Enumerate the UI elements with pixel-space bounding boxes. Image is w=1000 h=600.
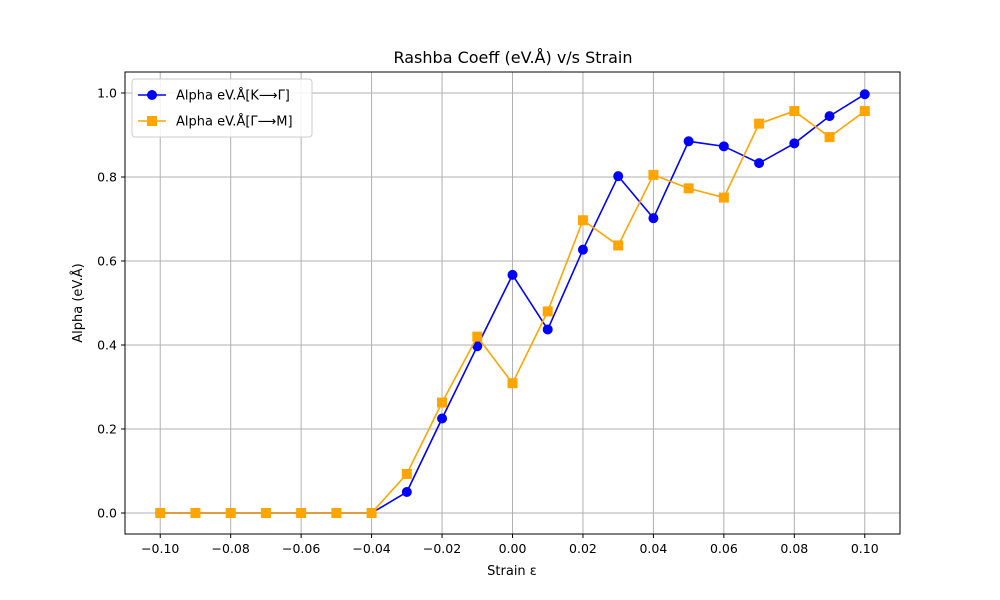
legend: Alpha eV.Å[K⟶Γ] Alpha eV.Å[Γ⟶M] [131, 78, 313, 138]
data-point [190, 508, 201, 518]
x-tick-label: −0.10 [141, 541, 179, 556]
y-tick-label: 0.4 [97, 338, 117, 353]
legend-label: Alpha eV.Å[K⟶Γ] [176, 88, 290, 104]
data-point [331, 508, 342, 518]
legend-marker [147, 90, 157, 100]
data-point [613, 240, 624, 251]
y-tick-label: 0.2 [97, 422, 117, 437]
y-tick-label: 0.8 [97, 170, 117, 185]
x-tick-label: −0.04 [352, 541, 390, 556]
data-point [789, 138, 800, 149]
x-tick-label: 0.00 [499, 541, 527, 556]
data-point [577, 244, 588, 255]
x-tick-label: 0.04 [639, 541, 667, 556]
data-point [366, 508, 377, 518]
data-point [507, 378, 518, 389]
data-point [260, 508, 271, 518]
y-tick-label: 1.0 [97, 86, 117, 101]
data-point [718, 192, 729, 203]
data-point [296, 508, 307, 518]
data-point [401, 487, 412, 497]
data-point [859, 106, 870, 117]
legend-entry-2: Alpha eV.Å[Γ⟶M] [138, 114, 293, 130]
data-point [225, 508, 236, 518]
data-point [824, 111, 835, 122]
data-point [155, 508, 166, 518]
data-point [613, 171, 624, 182]
data-point [789, 106, 800, 117]
y-tick-label: 0.0 [97, 506, 117, 521]
data-point [472, 331, 483, 342]
data-point [718, 141, 729, 152]
data-point [437, 397, 448, 408]
data-point [683, 183, 694, 194]
x-tick-label: 0.10 [851, 541, 879, 556]
y-axis-label: Alpha (eV.Å) [70, 263, 86, 342]
x-tick-label: −0.06 [282, 541, 320, 556]
data-point [824, 132, 835, 143]
series-2 [155, 106, 870, 518]
series-layer [155, 89, 870, 518]
y-tick-label: 0.6 [97, 254, 117, 269]
data-point [648, 169, 659, 180]
grid-layer [125, 72, 900, 534]
data-point [754, 118, 765, 129]
legend-label: Alpha eV.Å[Γ⟶M] [176, 114, 293, 130]
data-point [683, 136, 694, 147]
data-point [859, 89, 870, 100]
x-tick-label: −0.02 [423, 541, 461, 556]
legend-marker [147, 116, 157, 126]
data-point [507, 269, 518, 280]
data-point [542, 324, 553, 335]
x-tick-label: 0.08 [780, 541, 808, 556]
data-point [648, 213, 659, 224]
data-point [577, 215, 588, 226]
data-point [754, 158, 765, 169]
tick-layer: −0.10 −0.08 −0.06 −0.04 −0.02 0.00 0.02 0.04 0.0… [97, 86, 879, 557]
x-axis-label: Strain ε [487, 564, 537, 579]
x-tick-label: −0.08 [212, 541, 250, 556]
x-tick-label: 0.02 [569, 541, 597, 556]
data-point [437, 413, 448, 424]
x-tick-label: 0.06 [710, 541, 738, 556]
chart-title: Rashba Coeff (eV.Å) v/s Strain [393, 48, 632, 67]
legend-entry-1: Alpha eV.Å[K⟶Γ] [138, 88, 290, 104]
legend-box [131, 78, 313, 138]
data-point [542, 306, 553, 317]
data-point [401, 468, 412, 479]
